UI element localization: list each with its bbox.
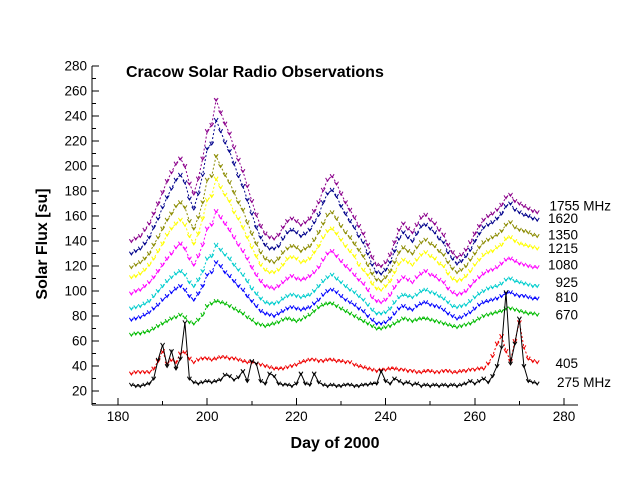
- x-tick-label: 240: [374, 409, 397, 424]
- series-markers-1755-mhz: [128, 97, 540, 269]
- y-tick-label: 60: [72, 334, 87, 349]
- legend-label-810-mhz: 810: [555, 290, 578, 305]
- y-tick-label: 160: [64, 209, 87, 224]
- legend-label-1080-mhz: 1080: [548, 257, 578, 272]
- series-markers-1080-mhz: [128, 208, 540, 305]
- series-markers-925-mhz: [128, 242, 540, 316]
- legend-label-405-mhz: 405: [555, 356, 578, 371]
- series-line-1620-mhz: [131, 118, 538, 275]
- y-axis-label: Solar Flux [su]: [34, 188, 51, 300]
- series-line-670-mhz: [131, 300, 538, 336]
- x-tick-label: 220: [285, 409, 308, 424]
- x-tick-label: 180: [107, 409, 130, 424]
- y-tick-label: 20: [72, 384, 87, 399]
- legend-label-1215-mhz: 1215: [548, 241, 578, 256]
- x-tick-label: 260: [464, 409, 487, 424]
- series-markers-1350-mhz: [128, 153, 540, 284]
- y-tick-label: 140: [64, 234, 87, 249]
- legend-label-925-mhz: 925: [555, 275, 578, 290]
- series-markers-1215-mhz: [128, 176, 540, 293]
- y-tick-label: 120: [64, 259, 87, 274]
- series-line-1080-mhz: [131, 209, 538, 303]
- series-line-925-mhz: [131, 243, 538, 314]
- y-tick-label: 40: [72, 359, 87, 374]
- y-tick-label: 180: [64, 184, 87, 199]
- x-tick-label: 280: [553, 409, 576, 424]
- series-line-405-mhz: [131, 322, 538, 374]
- legend-label-1620-mhz: 1620: [548, 211, 578, 226]
- x-axis-label: Day of 2000: [290, 435, 380, 452]
- series-markers-275-mhz: [128, 290, 540, 389]
- y-tick-label: 280: [64, 59, 87, 74]
- legend-label-275-mhz: 275 MHz: [557, 375, 611, 390]
- legend-label-1350-mhz: 1350: [548, 227, 578, 242]
- series-markers-810-mhz: [128, 260, 540, 326]
- y-tick-label: 100: [64, 284, 87, 299]
- y-tick-label: 220: [64, 134, 87, 149]
- y-tick-label: 80: [72, 309, 87, 324]
- y-tick-label: 240: [64, 109, 87, 124]
- series-markers-1620-mhz: [128, 117, 540, 276]
- legend-label-1755-mhz: 1755 MHz: [549, 199, 611, 214]
- series-markers-405-mhz: [128, 320, 540, 376]
- y-tick-label: 260: [64, 84, 87, 99]
- series-line-810-mhz: [131, 261, 538, 324]
- series-line-275-mhz: [131, 292, 538, 387]
- series-markers-670-mhz: [128, 298, 540, 338]
- y-tick-label: 200: [64, 159, 87, 174]
- series-line-1755-mhz: [131, 97, 538, 267]
- x-tick-label: 200: [196, 409, 219, 424]
- legend-label-670-mhz: 670: [555, 307, 578, 322]
- chart-title: Cracow Solar Radio Observations: [126, 64, 384, 81]
